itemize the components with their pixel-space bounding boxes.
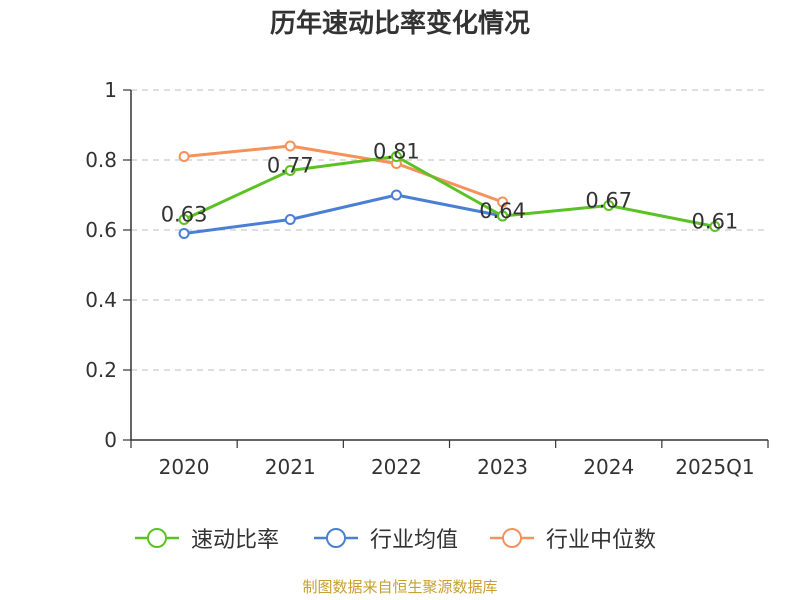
legend-item-industry-mean[interactable]: 行业均值 [312, 520, 458, 556]
data-point [284, 140, 296, 152]
x-tick-label: 2023 [477, 455, 528, 479]
legend-label-quick-ratio: 速动比率 [191, 528, 280, 553]
series-line [183, 193, 503, 235]
x-tick-label: 2025Q1 [675, 455, 754, 479]
legend-item-quick-ratio[interactable]: 速动比率 [133, 520, 279, 556]
data-point [603, 200, 615, 211]
data-labels: 0.63 0.77 0.81 0.64 0.67 0.61 [161, 140, 739, 234]
gridlines [131, 89, 768, 371]
data-point [390, 189, 402, 201]
data-label: 0.67 [585, 189, 632, 213]
legend-line-circle-icon [314, 528, 358, 548]
data-point [497, 210, 509, 222]
data-point [390, 151, 402, 162]
legend-item-industry-median[interactable]: 行业中位数 [488, 520, 656, 556]
legend-line-circle-icon [490, 528, 534, 548]
y-tick-label: 0.8 [85, 148, 117, 172]
chart-title: 历年速动比率变化情况 [269, 9, 530, 39]
source-note: 制图数据来自恒生聚源数据库 [302, 578, 498, 596]
data-point [284, 165, 296, 176]
series-line [183, 144, 504, 204]
data-point [178, 151, 190, 162]
series-lines [178, 140, 721, 239]
x-tick-label: 2024 [583, 455, 634, 479]
data-point [178, 228, 190, 239]
data-point [709, 221, 721, 232]
data-label: 0.81 [373, 140, 420, 164]
x-tick-label: 2021 [265, 455, 316, 479]
data-label: 0.63 [161, 203, 208, 227]
series-line [183, 155, 716, 228]
x-tick-label: 2022 [371, 455, 422, 479]
legend-label-industry-median: 行业中位数 [546, 528, 657, 553]
data-point [497, 196, 509, 208]
y-tick-label: 0.4 [85, 288, 117, 312]
data-point [178, 214, 190, 225]
y-tick-label: 1 [104, 78, 117, 102]
data-label: 0.77 [267, 154, 314, 178]
y-tick-label: 0 [104, 428, 117, 452]
data-point [284, 214, 296, 225]
y-tick-label: 0.2 [85, 358, 117, 382]
x-tick-label: 2020 [159, 455, 210, 479]
legend-label-industry-mean: 行业均值 [370, 528, 459, 553]
legend-line-circle-icon [135, 528, 179, 548]
y-tick-label: 0.6 [85, 218, 117, 242]
data-label: 0.61 [692, 210, 739, 234]
data-label: 0.64 [479, 199, 526, 223]
